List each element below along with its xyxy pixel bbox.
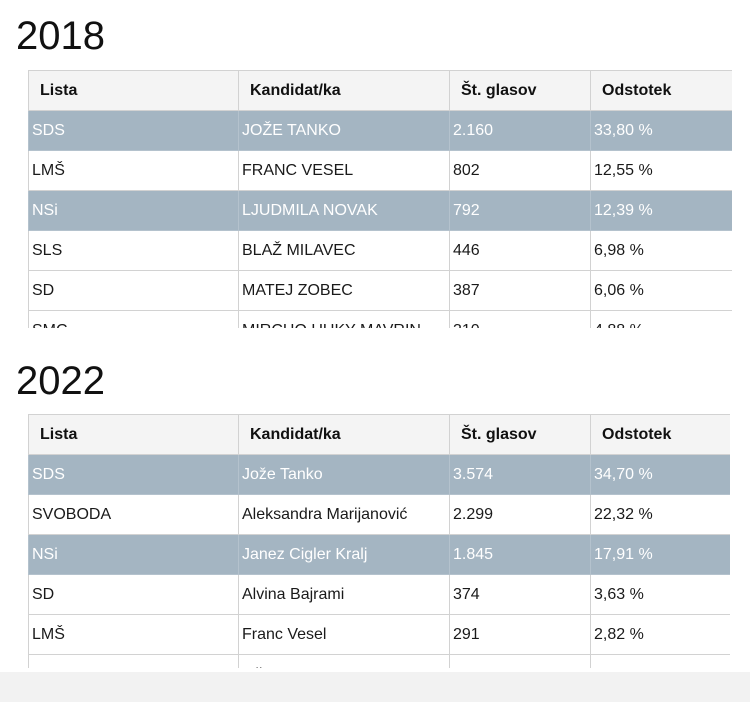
cell-kandidat: Jože Tanko: [238, 454, 450, 495]
cell-kandidat: Franc Vesel: [238, 614, 450, 655]
cell-odstotek: 33,80 %: [590, 110, 732, 151]
cell-glasov: 310: [449, 310, 591, 328]
cell-lista: SD: [28, 270, 239, 311]
table-row: LMŠ Franc Vesel 291 2,82 %: [28, 614, 730, 655]
cell-odstotek: 3,63 %: [590, 574, 730, 615]
cell-lista: NSi: [28, 190, 239, 231]
table-row: SLS BLAŽ MILAVEC 446 6,98 %: [28, 230, 732, 271]
column-header-lista: Lista: [28, 414, 239, 455]
cell-glasov: 387: [449, 270, 591, 311]
cell-odstotek: 6,98 %: [590, 230, 732, 271]
table-row: SMCMIRCHO UUKY MAVRIN3104,88 %: [28, 310, 732, 328]
column-header-odstotek: Odstotek: [590, 414, 730, 455]
cell-lista: SDS: [28, 454, 239, 495]
column-header-lista: Lista: [28, 70, 239, 111]
cell-glasov: 802: [449, 150, 591, 191]
table-row: LMŠ FRANC VESEL 802 12,55 %: [28, 150, 732, 191]
cell-glasov: 792: [449, 190, 591, 231]
section-year-title: 2018: [16, 14, 105, 58]
column-header-odstotek: Odstotek: [590, 70, 732, 111]
column-header-glasov: Št. glasov: [449, 70, 591, 111]
cell-odstotek: 4,88 %: [590, 310, 732, 328]
results-table: Lista Kandidat/ka Št. glasov Odstotek SD…: [28, 70, 732, 328]
cell-kandidat: FRANC VESEL: [238, 150, 450, 191]
cell-lista: SMC: [28, 310, 239, 328]
cell-lista: SLS: [28, 230, 239, 271]
cell-lista: LMŠ: [28, 614, 239, 655]
cell-kandidat: LJUDMILA NOVAK: [238, 190, 450, 231]
cell-glasov: 1.845: [449, 534, 591, 575]
column-header-kandidat: Kandidat/ka: [238, 70, 450, 111]
cell-odstotek: 12,55 %: [590, 150, 732, 191]
table-row: SDS Jože Tanko 3.574 34,70 %: [28, 454, 730, 495]
column-header-glasov: Št. glasov: [449, 414, 591, 455]
table-row: NSi Janez Cigler Kralj 1.845 17,91 %: [28, 534, 730, 575]
cell-odstotek: 17,91 %: [590, 534, 730, 575]
cell-kandidat: Aleksandra Marijanović: [238, 494, 450, 535]
cell-glasov: 3.574: [449, 454, 591, 495]
cell-glasov: 2.160: [449, 110, 591, 151]
table-row: SD MATEJ ZOBEC 387 6,06 %: [28, 270, 732, 311]
section-year-title: 2022: [16, 359, 105, 403]
cell-kandidat: BLAŽ MILAVEC: [238, 230, 450, 271]
cell-lista: SDS: [28, 110, 239, 151]
cell-glasov: 446: [449, 230, 591, 271]
cell-kandidat: MATEJ ZOBEC: [238, 270, 450, 311]
cell-odstotek: 12,39 %: [590, 190, 732, 231]
cell-odstotek: 2,82 %: [590, 614, 730, 655]
cell-glasov: 272: [449, 654, 591, 668]
cell-odstotek: 22,32 %: [590, 494, 730, 535]
cell-kandidat: Janez Cigler Kralj: [238, 534, 450, 575]
table-row: LEVICAMiha Ce...2722,63 %: [28, 654, 730, 668]
cell-odstotek: 6,06 %: [590, 270, 732, 311]
cell-lista: SD: [28, 574, 239, 615]
cell-odstotek: 2,63 %: [590, 654, 730, 668]
column-header-kandidat: Kandidat/ka: [238, 414, 450, 455]
table-header-row: Lista Kandidat/ka Št. glasov Odstotek: [28, 70, 732, 111]
cell-kandidat: Miha Ce...: [238, 654, 450, 668]
cell-kandidat: Alvina Bajrami: [238, 574, 450, 615]
cell-lista: LEVICA: [28, 654, 239, 668]
results-table-container[interactable]: Lista Kandidat/ka Št. glasov Odstotek SD…: [28, 70, 732, 328]
table-row: SVOBODA Aleksandra Marijanović 2.299 22,32 …: [28, 494, 730, 535]
cell-odstotek: 34,70 %: [590, 454, 730, 495]
cell-kandidat: JOŽE TANKO: [238, 110, 450, 151]
cell-glasov: 374: [449, 574, 591, 615]
cell-lista: LMŠ: [28, 150, 239, 191]
table-row: SD Alvina Bajrami 374 3,63 %: [28, 574, 730, 615]
cell-lista: SVOBODA: [28, 494, 239, 535]
cell-lista: NSi: [28, 534, 239, 575]
table-row: SDS JOŽE TANKO 2.160 33,80 %: [28, 110, 732, 151]
table-header-row: Lista Kandidat/ka Št. glasov Odstotek: [28, 414, 730, 455]
results-table: Lista Kandidat/ka Št. glasov Odstotek SD…: [28, 414, 730, 668]
cell-kandidat: MIRCHO UUKY MAVRIN: [238, 310, 450, 328]
cell-glasov: 291: [449, 614, 591, 655]
bottom-fade: [0, 672, 750, 702]
cell-glasov: 2.299: [449, 494, 591, 535]
table-row: NSi LJUDMILA NOVAK 792 12,39 %: [28, 190, 732, 231]
results-table-container[interactable]: Lista Kandidat/ka Št. glasov Odstotek SD…: [28, 414, 730, 668]
